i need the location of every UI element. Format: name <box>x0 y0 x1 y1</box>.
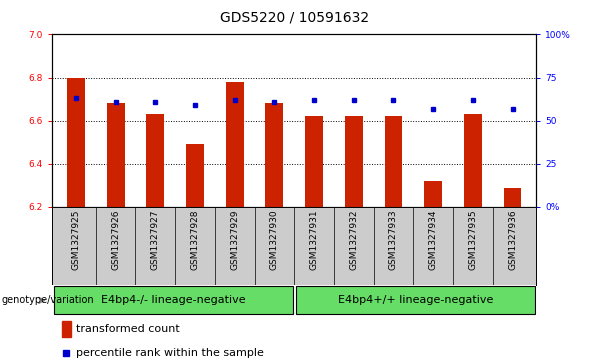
Text: GSM1327925: GSM1327925 <box>72 209 80 270</box>
Bar <box>305 117 323 207</box>
Bar <box>67 78 85 207</box>
Text: GSM1327935: GSM1327935 <box>468 209 478 270</box>
Bar <box>53 286 293 314</box>
Text: GDS5220 / 10591632: GDS5220 / 10591632 <box>219 11 369 25</box>
Text: GSM1327931: GSM1327931 <box>310 209 319 270</box>
Bar <box>384 117 402 207</box>
Text: GSM1327936: GSM1327936 <box>508 209 517 270</box>
Text: GSM1327932: GSM1327932 <box>349 209 358 270</box>
Text: genotype/variation: genotype/variation <box>1 295 94 305</box>
Text: GSM1327933: GSM1327933 <box>389 209 398 270</box>
Text: GSM1327929: GSM1327929 <box>230 209 239 270</box>
Text: percentile rank within the sample: percentile rank within the sample <box>76 348 264 358</box>
Bar <box>107 103 124 207</box>
Bar <box>265 103 283 207</box>
Bar <box>295 286 535 314</box>
Bar <box>226 82 243 207</box>
Text: GSM1327928: GSM1327928 <box>191 209 199 270</box>
Bar <box>464 114 482 207</box>
Text: GSM1327927: GSM1327927 <box>151 209 160 270</box>
Text: E4bp4+/+ lineage-negative: E4bp4+/+ lineage-negative <box>338 295 493 305</box>
Text: GSM1327926: GSM1327926 <box>111 209 120 270</box>
Bar <box>424 181 442 207</box>
Bar <box>62 321 70 337</box>
Bar <box>345 117 363 207</box>
Text: E4bp4-/- lineage-negative: E4bp4-/- lineage-negative <box>101 295 245 305</box>
Bar <box>504 188 522 207</box>
Text: GSM1327930: GSM1327930 <box>270 209 279 270</box>
Bar <box>147 114 164 207</box>
Text: GSM1327934: GSM1327934 <box>428 209 438 270</box>
Bar <box>186 144 204 207</box>
Text: transformed count: transformed count <box>76 324 180 334</box>
